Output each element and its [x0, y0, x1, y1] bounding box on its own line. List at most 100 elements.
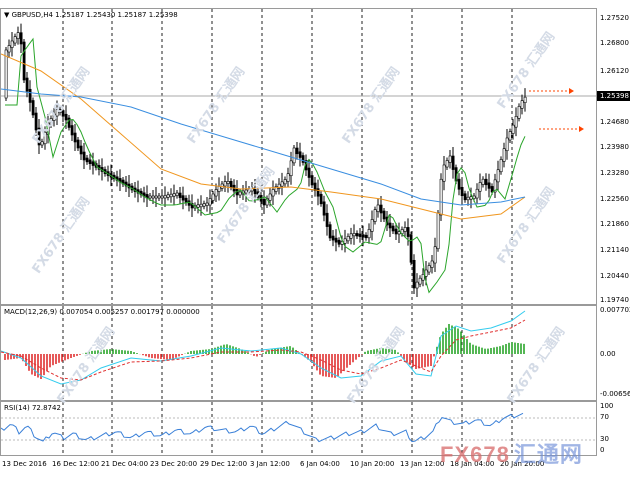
rsi-pane[interactable]: RSI(14) 72.8742 [0, 401, 597, 456]
candle-body [442, 164, 446, 182]
candle-body [352, 233, 356, 237]
candle-body [196, 204, 200, 208]
candle-body [163, 195, 167, 199]
rsi-canvas[interactable] [1, 402, 597, 456]
candle-body [334, 237, 338, 243]
price-tick: 1.27520 [600, 14, 629, 22]
candle-body [346, 236, 350, 242]
candle-body [310, 175, 314, 186]
candle-body [82, 151, 86, 161]
candle-body [58, 109, 62, 113]
candle-body [427, 265, 431, 273]
candle-body [247, 188, 251, 193]
candle-body [268, 193, 272, 201]
candle-body [223, 181, 227, 187]
candle-body [178, 192, 182, 198]
time-tick: 10 Jan 20:00 [350, 460, 395, 468]
candle-body [202, 203, 206, 207]
candle-body [205, 202, 209, 206]
candle-body [439, 178, 443, 216]
candle-body [67, 117, 71, 128]
candle-body [457, 178, 461, 190]
rsi-tick: 70 [600, 413, 609, 421]
candle-body [493, 179, 497, 193]
collapse-triangle-icon[interactable]: ▼ [4, 11, 12, 19]
candle-body [184, 197, 188, 204]
candle-body [379, 204, 383, 214]
time-tick: 20 Jan 20:00 [500, 460, 545, 468]
candle-body [508, 131, 512, 141]
candle-body [31, 100, 35, 116]
candle-body [91, 161, 95, 166]
candle-body [229, 181, 233, 188]
candle-body [76, 139, 80, 149]
candle-body [328, 224, 332, 239]
price-tick: 1.21140 [600, 246, 629, 254]
candle-body [64, 113, 68, 121]
time-tick: 3 Jan 12:00 [250, 460, 290, 468]
candle-body [322, 201, 326, 216]
rsi-header: RSI(14) 72.8742 [4, 404, 61, 412]
price-chart-canvas[interactable] [1, 9, 597, 305]
candle-body [217, 186, 221, 192]
price-chart-pane[interactable]: ▼ GBPUSD,H4 1.25187 1.25430 1.25187 1.25… [0, 8, 597, 305]
candle-body [376, 204, 380, 212]
candle-body [382, 210, 386, 220]
candle-body [151, 195, 155, 199]
candle-body [85, 157, 89, 163]
price-tick: 1.26120 [600, 67, 629, 75]
candle-body [124, 181, 128, 187]
candle-body [424, 269, 428, 277]
candle-body [349, 233, 353, 239]
candle-body [505, 137, 509, 152]
candle-body [358, 233, 362, 237]
candle-body [475, 188, 479, 199]
time-tick: 6 Jan 04:00 [300, 460, 340, 468]
price-tick: 1.20440 [600, 272, 629, 280]
candle-body [409, 234, 413, 263]
candle-body [37, 127, 41, 146]
candle-body [256, 191, 260, 198]
candle-body [250, 187, 254, 192]
moving-average-mid-line [1, 53, 526, 220]
candle-body [7, 45, 11, 53]
brand-logo-cjk: 汇通网 [513, 442, 583, 467]
candle-body [391, 225, 395, 232]
candle-body [88, 159, 92, 164]
brand-logo: FX678 汇通网 [440, 437, 583, 469]
macd-tick: 0.007702 [600, 306, 630, 314]
candle-body [430, 260, 434, 268]
candle-body [313, 182, 317, 191]
candle-body [190, 203, 194, 209]
macd-signal-line [1, 319, 526, 381]
candle-body [292, 147, 296, 164]
candle-body [280, 181, 284, 187]
candle-body [286, 173, 290, 182]
candle-body [481, 178, 485, 185]
candle-body [514, 116, 518, 128]
candle-body [61, 110, 65, 117]
macd-tick: -0.006562 [600, 390, 630, 398]
candle-body [490, 186, 494, 193]
candle-body [463, 193, 467, 201]
time-tick: 18 Jan 04:00 [450, 460, 495, 468]
candle-body [73, 132, 77, 143]
candle-body [28, 88, 32, 103]
candle-body [343, 238, 347, 244]
candle-body [301, 155, 305, 163]
macd-pane[interactable]: MACD(12,26,9) 0.007054 0.005257 0.001797… [0, 305, 597, 401]
candle-body [214, 189, 218, 197]
price-tick: 1.23980 [600, 143, 629, 151]
candle-body [283, 179, 287, 185]
candle-body [148, 195, 152, 199]
candle-body [466, 196, 470, 201]
macd-main-line [1, 310, 526, 385]
candle-body [172, 193, 176, 197]
time-axis: 13 Dec 2016 16 Dec 12:00 21 Dec 04:00 23… [0, 459, 597, 473]
price-tick: 1.19740 [600, 296, 629, 304]
candle-body [298, 151, 302, 158]
macd-canvas[interactable] [1, 306, 597, 401]
symbol-quote-text: GBPUSD,H4 1.25187 1.25430 1.25187 1.2539… [11, 11, 178, 19]
candle-body [49, 118, 53, 126]
